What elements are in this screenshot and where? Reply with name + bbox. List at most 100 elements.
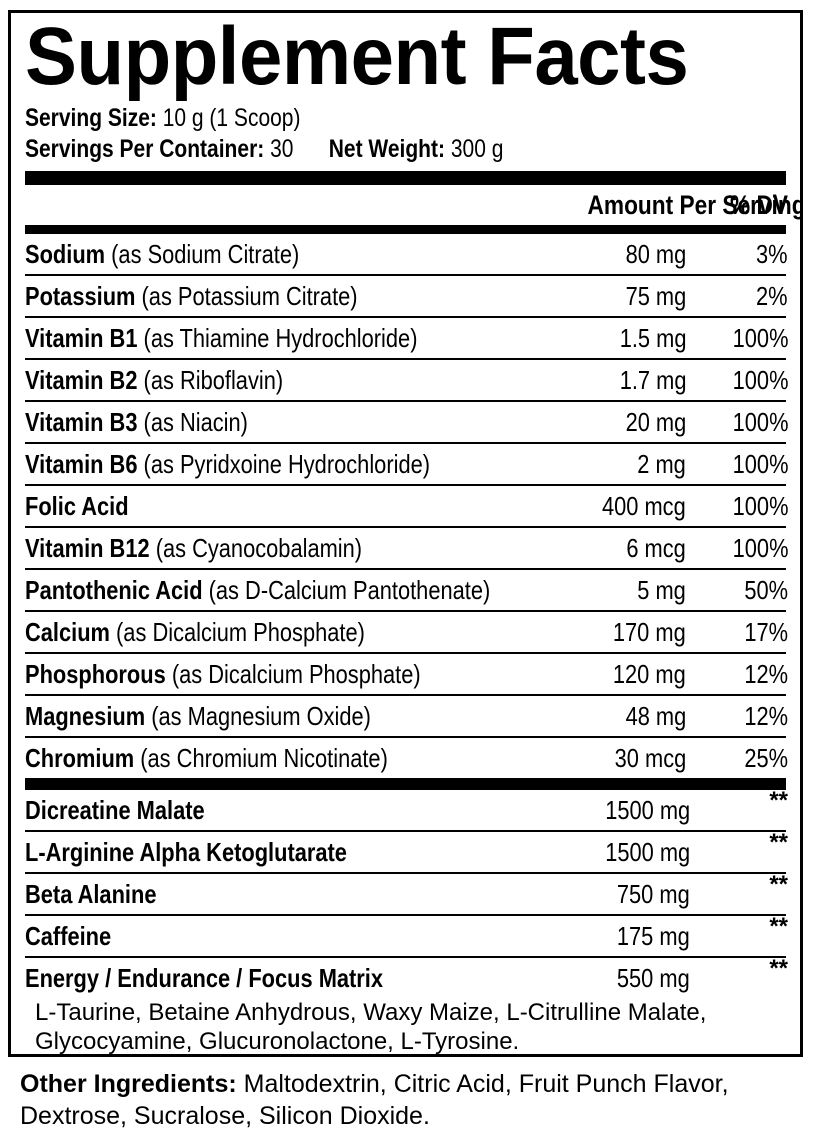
title-area: Supplement Facts [11, 13, 800, 103]
other-ingredients-block: Other Ingredients: Maltodextrin, Citric … [20, 1068, 800, 1132]
nutrient-row: Pantothenic Acid (as D-Calcium Pantothen… [11, 570, 800, 610]
blend-row: Dicreatine Malate 1500 mg ** [11, 787, 800, 830]
nutrient-name-cell: Magnesium (as Magnesium Oxide) [11, 696, 546, 736]
row-separator [11, 316, 800, 318]
nutrient-name-cell: Folic Acid [11, 486, 546, 526]
nutrient-source: (as Thiamine Hydrochloride) [137, 322, 418, 353]
blend-name: Beta Alanine [25, 878, 157, 909]
nutrient-source: (as Magnesium Oxide) [145, 700, 371, 731]
blend-amount: 1500 mg [605, 836, 690, 867]
nutrient-name: Chromium [25, 742, 135, 773]
nutrient-percent-dv: 3% [756, 238, 788, 269]
nutrient-percent-dv: 100% [732, 532, 788, 563]
nutrient-source: (as D-Calcium Pantothenate) [202, 574, 491, 605]
blend-dv-asterisks: ** [769, 787, 788, 814]
nutrient-source: (as Riboflavin) [137, 364, 284, 395]
row-separator [11, 568, 800, 570]
blend-row: L-Arginine Alpha Ketoglutarate 1500 mg ** [11, 831, 800, 872]
nutrient-source: (as Dicalcium Phosphate) [165, 658, 421, 689]
nutrient-name: Calcium [25, 616, 110, 647]
facts-table: Amount Per Serving % DV [11, 185, 800, 225]
nutrient-amount: 1.5 mg [619, 322, 686, 353]
nutrient-source: (as Dicalcium Phosphate) [109, 616, 365, 647]
serving-size-label: Serving Size: [25, 104, 157, 132]
nutrient-percent-dv: 50% [744, 574, 788, 605]
nutrient-row: Vitamin B2 (as Riboflavin) 1.7 mg 100% [11, 360, 800, 400]
blend-row: Beta Alanine 750 mg ** [11, 873, 800, 914]
nutrient-name-cell: Vitamin B3 (as Niacin) [11, 402, 546, 442]
nutrient-row: Vitamin B3 (as Niacin) 20 mg 100% [11, 402, 800, 442]
nutrient-name-cell: Phosphorous (as Dicalcium Phosphate) [11, 654, 546, 694]
blend-dv-asterisks: ** [769, 955, 788, 982]
serving-size-value: 10 g (1 Scoop) [162, 104, 301, 132]
nutrient-name: Vitamin B12 [25, 532, 150, 563]
servings-per-container-value: 30 [270, 135, 294, 163]
nutrient-row: Phosphorous (as Dicalcium Phosphate) 120 … [11, 654, 800, 694]
matrix-ingredients-line-1: L-Taurine, Betaine Anhydrous, Waxy Maize… [35, 999, 707, 1026]
row-separator [11, 914, 800, 916]
nutrient-source: (as Chromium Nicotinate) [134, 742, 388, 773]
row-separator [11, 694, 800, 696]
nutrient-name: Pantothenic Acid [25, 574, 203, 605]
net-weight-label: Net Weight: [328, 135, 445, 163]
percent-dv-header: % DV [730, 189, 788, 220]
nutrient-amount: 170 mg [613, 616, 686, 647]
nutrient-amount: 120 mg [613, 658, 686, 689]
nutrient-name-cell: Sodium (as Sodium Citrate) [11, 234, 546, 274]
nutrient-row: Potassium (as Potassium Citrate) 75 mg 2% [11, 276, 800, 316]
nutrient-percent-dv: 17% [744, 616, 788, 647]
nutrient-percent-dv: 25% [744, 742, 788, 773]
nutrient-name-cell: Chromium (as Chromium Nicotinate) [11, 738, 546, 778]
nutrient-row: Calcium (as Dicalcium Phosphate) 170 mg 17… [11, 612, 800, 652]
servings-per-container-label: Servings Per Container: [25, 135, 265, 163]
divider-under-header [25, 225, 786, 234]
row-separator [11, 400, 800, 402]
nutrient-name-cell: Vitamin B2 (as Riboflavin) [11, 360, 546, 400]
nutrient-name-cell: Pantothenic Acid (as D-Calcium Pantothen… [11, 570, 546, 610]
row-separator [11, 830, 800, 832]
table-header-row: Amount Per Serving % DV [11, 185, 800, 225]
nutrient-row: Chromium (as Chromium Nicotinate) 30 mcg 2… [11, 738, 800, 778]
blend-amount: 550 mg [617, 962, 690, 993]
nutrient-rows-body: Sodium (as Sodium Citrate) 80 mg 3% Potassi… [11, 234, 800, 778]
nutrient-row: Vitamin B12 (as Cyanocobalamin) 6 mcg 100% [11, 528, 800, 568]
nutrient-percent-dv: 12% [744, 700, 788, 731]
other-ingredients-value: Maltodextrin, Citric Acid, Fruit Punch F… [20, 1070, 729, 1130]
supplement-facts-panel: Supplement Facts Serving Size: 10 g (1 S… [8, 10, 803, 1057]
nutrient-name-cell: Vitamin B1 (as Thiamine Hydrochloride) [11, 318, 546, 358]
matrix-ingredients-line-2: Glycocyamine, Glucuronolactone, L-Tyrosi… [35, 1028, 520, 1055]
row-separator [11, 442, 800, 444]
nutrient-percent-dv: 100% [732, 406, 788, 437]
nutrient-amount: 75 mg [625, 280, 686, 311]
nutrient-percent-dv: 100% [732, 490, 788, 521]
blend-row: Caffeine 175 mg ** [11, 913, 800, 956]
nutrient-name: Vitamin B3 [25, 406, 138, 437]
row-separator [11, 956, 800, 958]
other-ingredients-label: Other Ingredients: [20, 1070, 237, 1098]
header-spacer [11, 185, 546, 225]
blend-name: L-Arginine Alpha Ketoglutarate [25, 836, 347, 867]
nutrient-name: Magnesium [25, 700, 146, 731]
servings-per-container-line: Servings Per Container: 30 Net Weight: 30… [25, 134, 786, 165]
blend-name: Dicreatine Malate [25, 794, 205, 825]
blend-dv-asterisks: ** [769, 913, 788, 940]
nutrient-amount: 20 mg [625, 406, 686, 437]
nutrient-name: Folic Acid [25, 490, 129, 521]
nutrient-name: Phosphorous [25, 658, 166, 689]
nutrient-rows-table: Sodium (as Sodium Citrate) 80 mg 3% Potassi… [11, 234, 800, 778]
nutrient-source: (as Pyridxoine Hydrochloride) [137, 448, 431, 479]
nutrient-amount: 80 mg [625, 238, 686, 269]
nutrient-name: Potassium [25, 280, 136, 311]
nutrient-percent-dv: 2% [756, 280, 788, 311]
row-separator [11, 872, 800, 874]
nutrient-row: Sodium (as Sodium Citrate) 80 mg 3% [11, 234, 800, 274]
serving-info-block: Serving Size: 10 g (1 Scoop) Servings Pe… [11, 103, 800, 165]
nutrient-name: Sodium [25, 238, 106, 269]
divider-above-blend [25, 778, 786, 790]
row-separator [11, 652, 800, 654]
nutrient-amount: 1.7 mg [619, 364, 686, 395]
row-separator [11, 526, 800, 528]
nutrient-row: Magnesium (as Magnesium Oxide) 48 mg 12% [11, 696, 800, 736]
nutrient-amount: 30 mcg [614, 742, 686, 773]
blend-row: Energy / Endurance / Focus Matrix 550 mg *… [11, 955, 800, 998]
